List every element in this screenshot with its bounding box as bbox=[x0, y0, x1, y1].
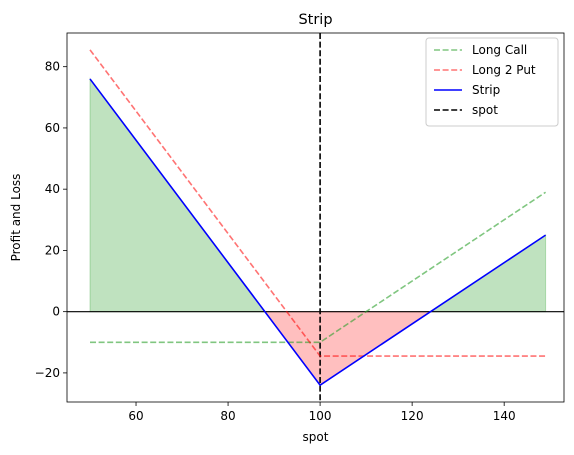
legend-label: spot bbox=[472, 103, 498, 117]
plot-area-frame bbox=[66, 32, 565, 403]
legend-label: Long Call bbox=[472, 43, 527, 57]
series-lines bbox=[89, 49, 547, 387]
y-tick-label: 0 bbox=[52, 305, 60, 319]
x-tick-label: 120 bbox=[401, 409, 424, 423]
y-tick-label: −20 bbox=[35, 366, 60, 380]
x-axis-label: spot bbox=[303, 430, 329, 444]
reference-lines bbox=[67, 33, 564, 402]
y-tick-label: 20 bbox=[45, 243, 60, 257]
y-axis-label: Profit and Loss bbox=[9, 174, 23, 262]
y-axis-ticks: −20 0 20 40 60 80 bbox=[35, 60, 67, 380]
x-tick-label: 80 bbox=[220, 409, 235, 423]
y-tick-label: 60 bbox=[45, 121, 60, 135]
series-line-strip bbox=[89, 78, 547, 387]
legend-label: Long 2 Put bbox=[472, 63, 536, 77]
y-tick-label: 40 bbox=[45, 182, 60, 196]
legend-box bbox=[425, 37, 559, 127]
x-axis-ticks: 60 80 100 120 140 bbox=[128, 402, 516, 423]
y-tick-label: 80 bbox=[45, 60, 60, 74]
x-tick-label: 100 bbox=[309, 409, 332, 423]
loss-fill-area bbox=[263, 311, 433, 386]
x-tick-label: 140 bbox=[493, 409, 516, 423]
series-line-long-2-put bbox=[89, 49, 546, 357]
legend-label: Strip bbox=[472, 83, 500, 97]
x-tick-label: 60 bbox=[128, 409, 143, 423]
chart-title: Strip bbox=[298, 12, 332, 28]
legend: Long Call Long 2 Put Strip spot bbox=[425, 37, 559, 127]
